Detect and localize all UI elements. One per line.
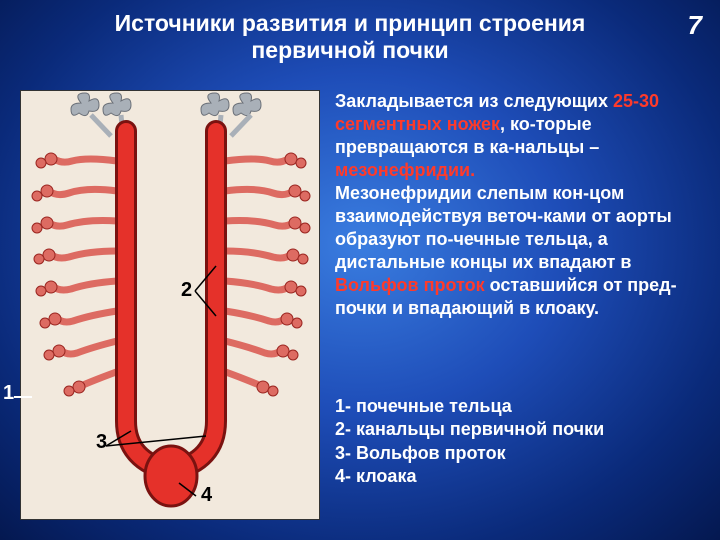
label-1: 1 — [3, 382, 14, 405]
body-p1red2: мезонефридии. — [335, 160, 475, 180]
body-p2red: Вольфов проток — [335, 275, 485, 295]
legend-4: 4- клоака — [335, 465, 604, 488]
wolffian-duct — [126, 131, 216, 506]
top-tufts — [71, 93, 261, 136]
body-p1a: Закладывается из следующих — [335, 91, 613, 111]
body-text: Закладывается из следующих 25-30 сегмент… — [335, 90, 702, 320]
slide-title: Источники развития и принцип строения пе… — [50, 10, 650, 64]
legend-2: 2- канальцы первичной почки — [335, 418, 604, 441]
page-number: 7 — [688, 10, 702, 41]
slide-content: Источники развития и принцип строения пе… — [0, 0, 720, 540]
branches — [32, 153, 310, 396]
legend: 1- почечные тельца 2- канальцы первичной… — [335, 395, 604, 489]
legend-1: 1- почечные тельца — [335, 395, 604, 418]
branch-left — [32, 153, 119, 396]
label-3: 3 — [96, 431, 107, 454]
branch-right — [223, 153, 310, 396]
label-4: 4 — [201, 484, 212, 507]
diagram-svg — [21, 91, 321, 521]
body-p2a: Мезонефридии слепым кон-цом взаимодейств… — [335, 183, 672, 272]
label1-lead — [14, 396, 32, 398]
legend-3: 3- Вольфов проток — [335, 442, 604, 465]
label-2: 2 — [181, 279, 192, 302]
mesonephros-diagram: 2 3 4 — [20, 90, 320, 520]
